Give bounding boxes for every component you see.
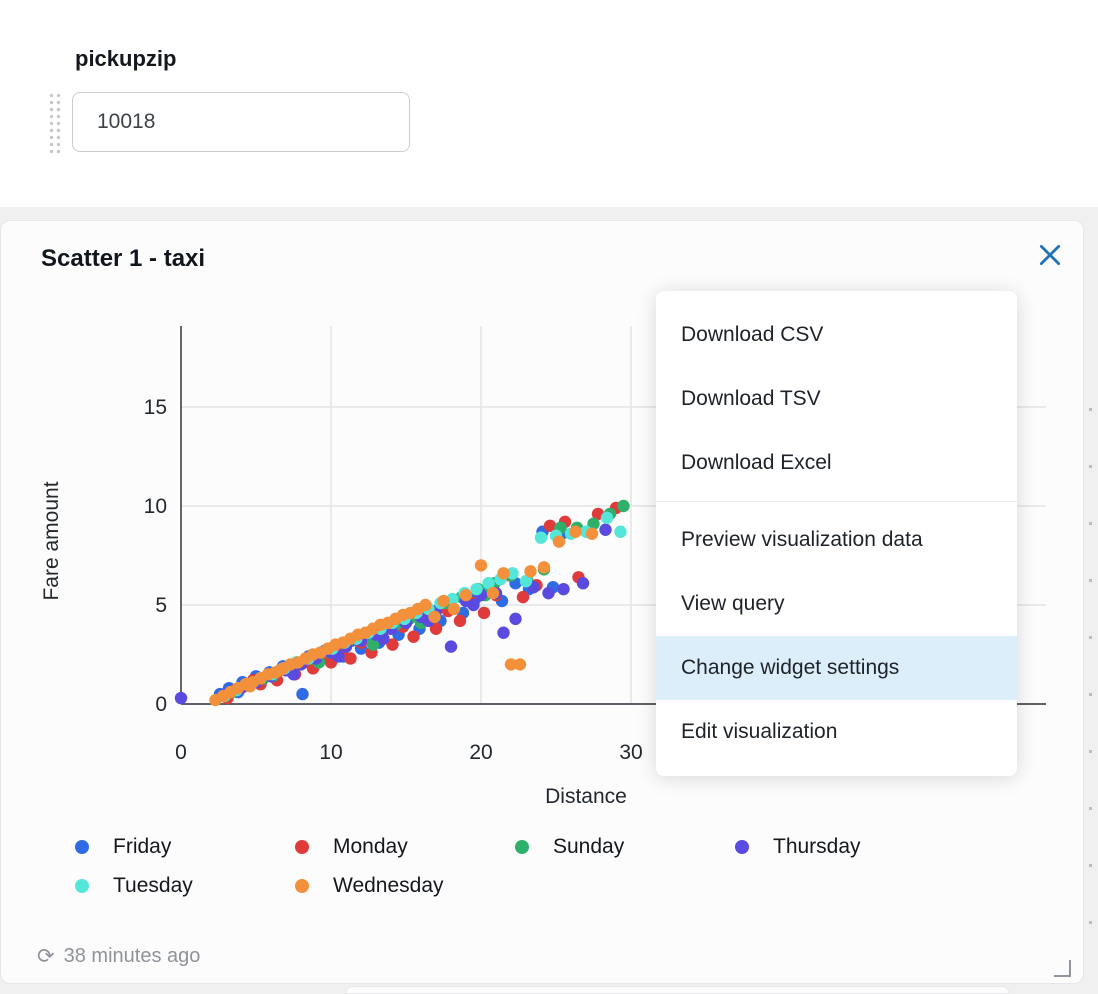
dashboard-section: Scatter 1 - taxi 0 5 10 15 0 10 20 30 Distance Fa… xyxy=(0,207,1098,994)
svg-text:15: 15 xyxy=(144,396,167,419)
menu-item-download-excel[interactable]: Download Excel xyxy=(681,451,832,474)
widget-title: Scatter 1 - taxi xyxy=(41,245,206,272)
svg-text:10: 10 xyxy=(144,495,167,518)
menu-item-view-query[interactable]: View query xyxy=(681,592,785,615)
legend-dot xyxy=(75,878,89,893)
close-button[interactable] xyxy=(1031,237,1069,275)
legend-dot xyxy=(75,839,89,854)
legend-item-thursday[interactable]: Thursday xyxy=(723,827,943,866)
menu-item-preview-visualization-data[interactable]: Preview visualization data xyxy=(681,528,923,551)
svg-text:0: 0 xyxy=(175,741,187,764)
legend-item-wednesday[interactable]: Wednesday xyxy=(283,866,503,905)
svg-text:0: 0 xyxy=(155,693,167,716)
chart-legend: Friday Monday Sunday Thursday Tuesday Wednesd… xyxy=(63,827,993,905)
legend-dot xyxy=(735,839,749,854)
close-icon xyxy=(1037,242,1063,271)
legend-label: Tuesday xyxy=(113,873,193,897)
menu-item-change-widget-settings[interactable]: Change widget settings xyxy=(656,636,1017,700)
widget-footer: ⟳ 38 minutes ago xyxy=(37,945,200,968)
resize-handle[interactable] xyxy=(1054,960,1071,977)
legend-label: Friday xyxy=(113,834,172,858)
legend-label: Monday xyxy=(333,834,408,858)
pickupzip-input[interactable] xyxy=(72,92,410,152)
menu-item-edit-visualization[interactable]: Edit visualization xyxy=(681,720,838,743)
svg-text:10: 10 xyxy=(319,741,342,764)
svg-text:5: 5 xyxy=(155,594,167,617)
legend-item-monday[interactable]: Monday xyxy=(283,827,503,866)
widget-context-menu: Download CSV Download TSV Download Excel Pr… xyxy=(656,291,1017,776)
legend-dot xyxy=(295,839,309,854)
legend-label: Wednesday xyxy=(333,873,444,897)
legend-item-friday[interactable]: Friday xyxy=(63,827,283,866)
legend-item-sunday[interactable]: Sunday xyxy=(503,827,723,866)
param-label: pickupzip xyxy=(75,46,177,71)
legend-item-tuesday[interactable]: Tuesday xyxy=(63,866,283,905)
legend-dot xyxy=(295,878,309,893)
svg-text:Fare amount: Fare amount xyxy=(40,481,63,600)
menu-item-download-tsv[interactable]: Download TSV xyxy=(681,387,821,410)
scatter-widget-card: Scatter 1 - taxi 0 5 10 15 0 10 20 30 Distance Fa… xyxy=(0,220,1084,984)
svg-text:30: 30 xyxy=(619,741,642,764)
legend-dot xyxy=(515,839,529,854)
last-refresh-text: 38 minutes ago xyxy=(63,945,201,967)
legend-label: Thursday xyxy=(773,834,861,858)
legend-label: Sunday xyxy=(553,834,625,858)
menu-divider xyxy=(656,501,1017,502)
menu-item-download-csv[interactable]: Download CSV xyxy=(681,323,824,346)
svg-text:20: 20 xyxy=(469,741,492,764)
drag-handle-icon[interactable] xyxy=(48,92,62,156)
next-widget-edge xyxy=(345,986,1010,994)
page-gutter-marks xyxy=(1089,408,1092,973)
svg-text:Distance: Distance xyxy=(545,785,627,808)
refresh-icon[interactable]: ⟳ xyxy=(37,945,55,968)
